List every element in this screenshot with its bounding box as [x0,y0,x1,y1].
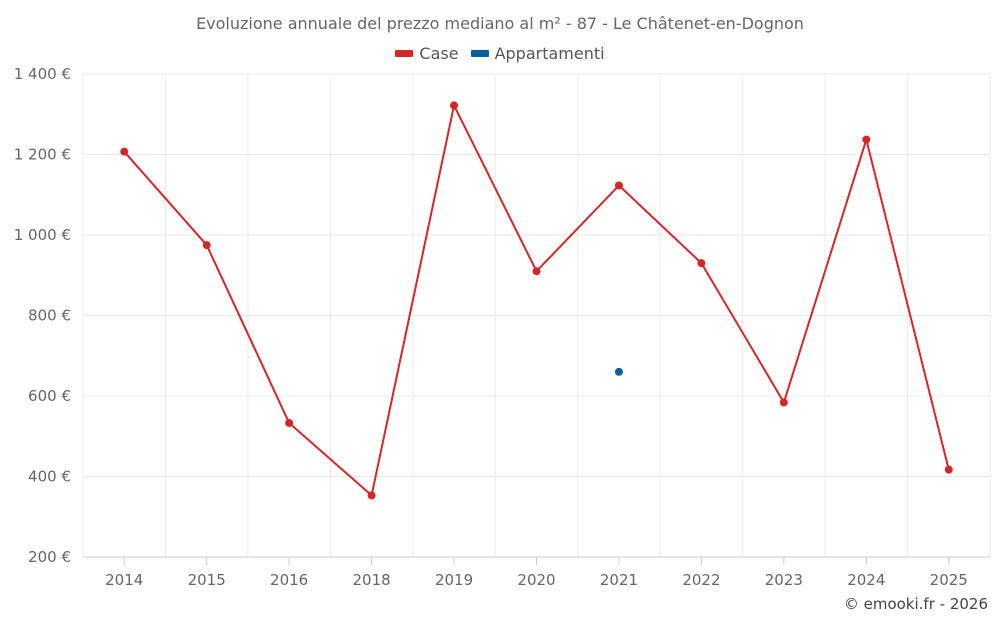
x-tick-label: 2023 [765,571,803,589]
legend-label-case: Case [419,44,459,63]
legend-item-appartamenti[interactable]: Appartamenti [470,44,605,63]
x-tick-label: 2022 [682,571,720,589]
data-point-case [697,259,706,268]
y-tick-label: 800 € [28,307,71,325]
y-tick-label: 1 200 € [14,146,71,164]
legend-item-case[interactable]: Case [395,44,459,63]
data-point-appartamenti [614,367,623,376]
chart-title: Evoluzione annuale del prezzo mediano al… [196,14,804,33]
data-point-case [367,491,376,500]
x-tick-label: 2014 [105,571,143,589]
x-tick-label: 2025 [930,571,968,589]
y-tick-label: 400 € [28,468,71,486]
y-tick-label: 600 € [28,387,71,405]
x-tick-label: 2018 [352,571,390,589]
x-tick-label: 2021 [600,571,638,589]
data-point-case [202,241,211,250]
y-tick-label: 1 400 € [14,65,71,83]
legend-swatch-appartamenti [470,50,489,57]
data-point-case [862,135,871,144]
legend-label-appartamenti: Appartamenti [494,44,605,63]
y-tick-label: 200 € [28,548,71,566]
credit-text: © emooki.fr - 2026 [843,595,988,613]
data-point-case [285,418,294,427]
legend-swatch-case [395,50,414,57]
y-tick-label: 1 000 € [14,226,71,244]
data-point-case [120,147,129,156]
data-point-case [944,465,953,474]
data-point-case [614,181,623,190]
data-point-case [532,267,541,276]
data-point-case [450,101,459,110]
x-tick-label: 2015 [188,571,226,589]
x-tick-label: 2019 [435,571,473,589]
x-tick-label: 2024 [847,571,885,589]
x-tick-label: 2016 [270,571,308,589]
x-tick-label: 2020 [517,571,555,589]
data-point-case [779,398,788,407]
chart-legend: Case Appartamenti [0,44,1000,63]
